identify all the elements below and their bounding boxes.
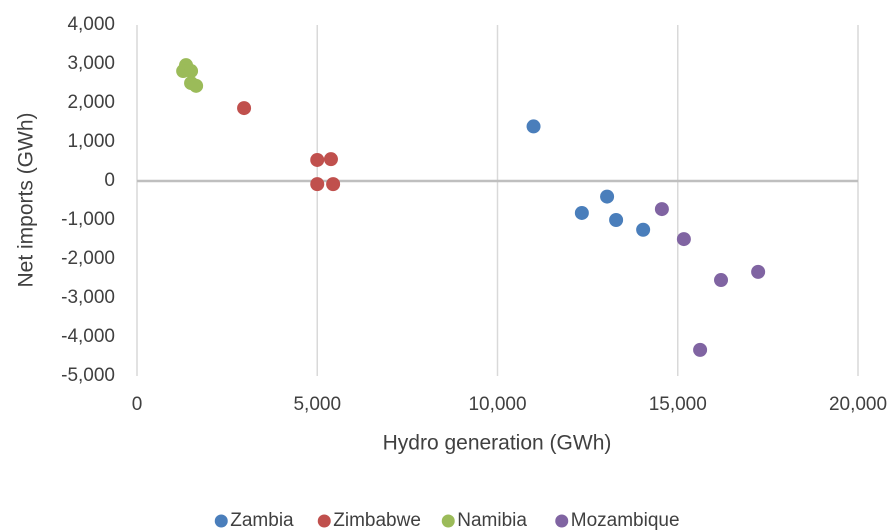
y-tick-label: 4,000 bbox=[67, 14, 115, 35]
point bbox=[237, 101, 252, 116]
x-tick-label: 5,000 bbox=[293, 394, 341, 415]
legend-marker bbox=[214, 514, 228, 528]
point bbox=[184, 64, 199, 79]
y-tick-label: -2,000 bbox=[61, 248, 115, 269]
y-tick-label: -1,000 bbox=[61, 209, 115, 230]
legend-label: Namibia bbox=[457, 510, 527, 531]
x-axis-title: Hydro generation (GWh) bbox=[383, 432, 612, 455]
y-tick-label: -5,000 bbox=[61, 365, 115, 386]
y-axis-title: Net imports (GWh) bbox=[15, 112, 38, 287]
point bbox=[636, 222, 651, 237]
y-tick-label: 2,000 bbox=[67, 92, 115, 113]
point bbox=[526, 119, 541, 134]
y-tick-label: 3,000 bbox=[67, 53, 115, 74]
legend-label: Mozambique bbox=[571, 510, 680, 531]
legend-label: Zimbabwe bbox=[333, 510, 421, 531]
point bbox=[189, 78, 204, 93]
x-tick-label: 0 bbox=[132, 394, 143, 415]
point bbox=[574, 205, 589, 220]
point bbox=[310, 152, 325, 167]
point bbox=[676, 232, 691, 247]
y-tick-label: 0 bbox=[104, 170, 115, 191]
point bbox=[310, 177, 325, 192]
point bbox=[609, 213, 624, 227]
point bbox=[751, 264, 766, 279]
y-tick-label: -4,000 bbox=[61, 326, 115, 347]
x-tick-label: 20,000 bbox=[829, 394, 887, 415]
point bbox=[600, 189, 615, 204]
x-tick-label: 15,000 bbox=[649, 394, 707, 415]
point bbox=[693, 342, 708, 357]
point bbox=[323, 152, 338, 167]
y-tick-label: -3,000 bbox=[61, 287, 115, 308]
legend-marker bbox=[555, 514, 569, 528]
x-tick-label: 10,000 bbox=[468, 394, 526, 415]
y-tick-label: 1,000 bbox=[67, 131, 115, 152]
legend-label: Zambia bbox=[230, 510, 294, 531]
point bbox=[326, 177, 341, 192]
point bbox=[714, 273, 729, 288]
legend-marker bbox=[317, 514, 331, 528]
point bbox=[654, 202, 669, 217]
legend-marker bbox=[441, 514, 455, 528]
